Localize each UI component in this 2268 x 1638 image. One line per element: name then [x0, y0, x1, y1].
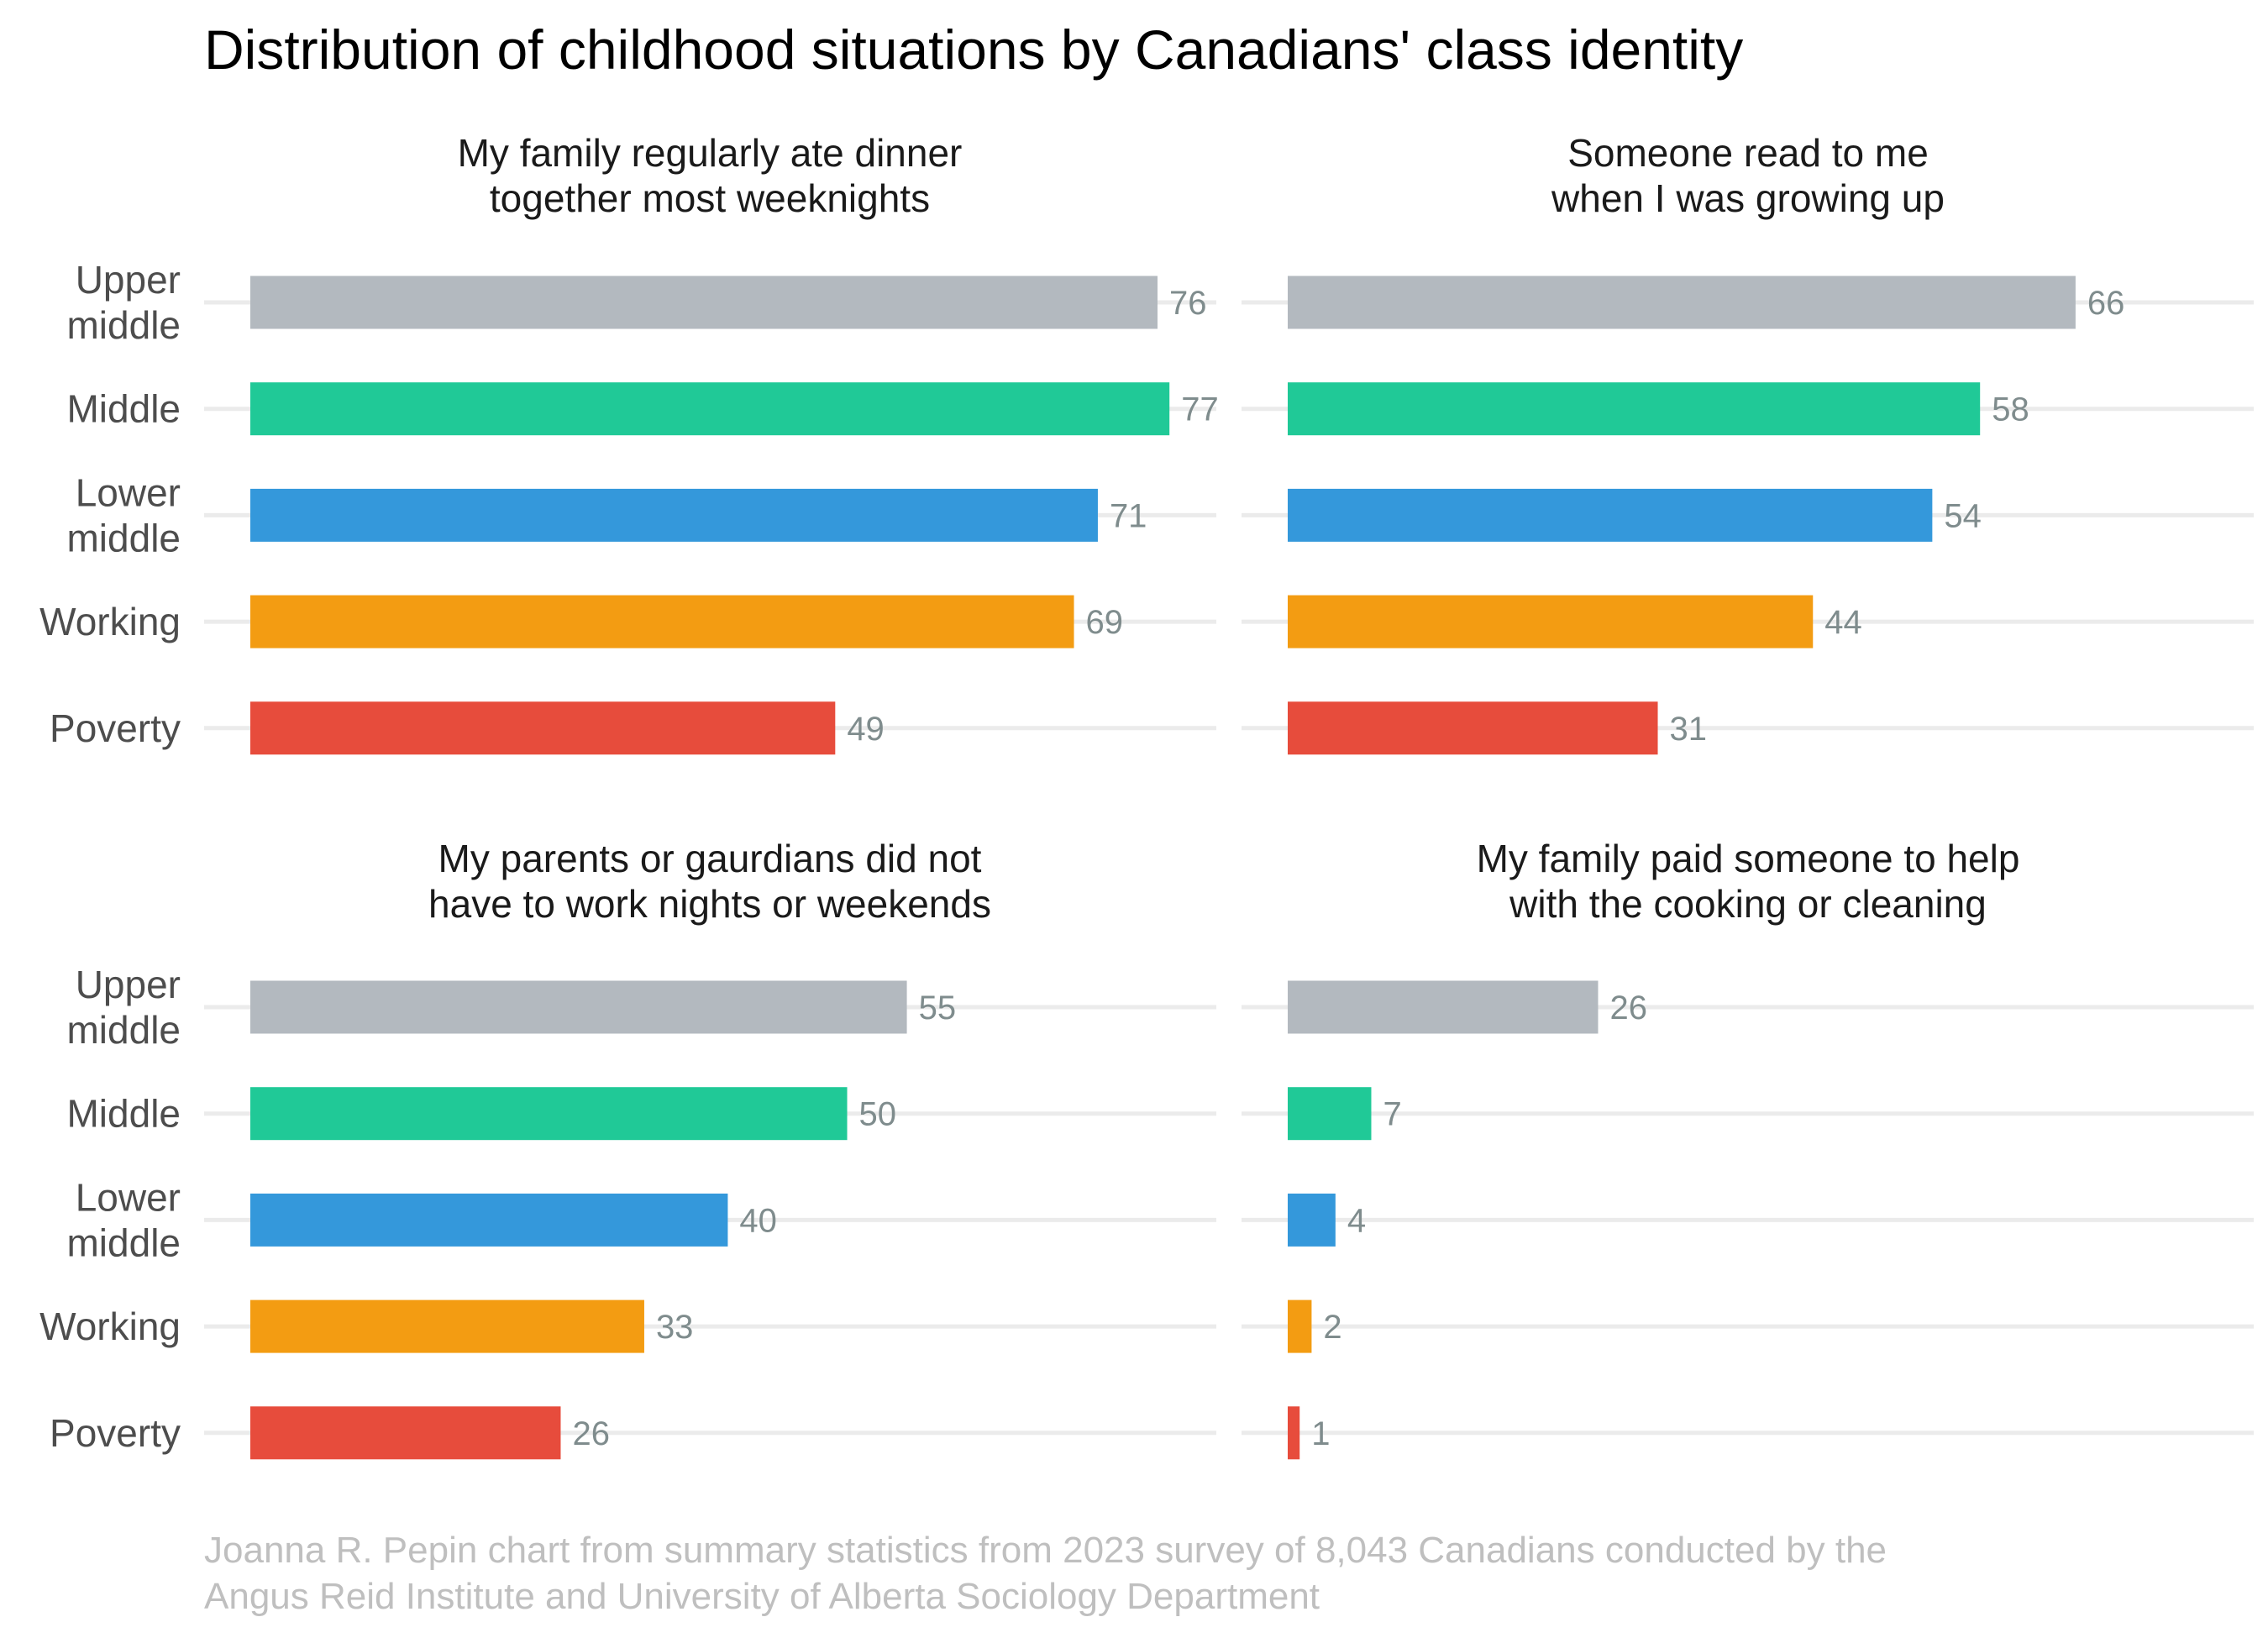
data-label: 58 — [1992, 391, 2029, 428]
bar — [1288, 276, 2076, 329]
category-tick-label: Poverty — [50, 1411, 181, 1455]
bar — [1288, 595, 1814, 648]
facet-title-line: with the cooking or cleaning — [1509, 882, 1987, 926]
caption-line-2: Angus Reid Institute and University of A… — [204, 1576, 1320, 1617]
data-label: 71 — [1110, 497, 1147, 534]
data-label: 26 — [1609, 990, 1647, 1026]
category-tick-label: Upper — [76, 258, 181, 302]
bar — [1288, 1193, 1336, 1247]
facet-title-line: have to work nights or weekends — [428, 882, 991, 926]
bar — [1288, 488, 1933, 542]
bar — [1288, 1087, 1372, 1141]
bar — [250, 1406, 561, 1460]
category-tick-label: Working — [39, 600, 181, 643]
data-label: 66 — [2087, 285, 2125, 322]
bar — [250, 595, 1074, 648]
data-label: 4 — [1347, 1202, 1366, 1239]
bar — [250, 1087, 848, 1141]
bar — [1288, 980, 1599, 1034]
category-tick-label: Working — [39, 1305, 181, 1348]
data-label: 44 — [1824, 604, 1862, 641]
bar — [250, 276, 1158, 329]
category-tick-label: Upper — [76, 963, 181, 1006]
bar — [1288, 1299, 1312, 1353]
caption-line-1: Joanna R. Pepin chart from summary stati… — [204, 1530, 1887, 1571]
data-label: 69 — [1086, 604, 1124, 641]
category-tick-label: Poverty — [50, 706, 181, 750]
category-tick-label: middle — [66, 516, 181, 559]
category-tick-label: middle — [66, 1008, 181, 1052]
bar — [250, 701, 836, 755]
data-label: 40 — [739, 1202, 777, 1239]
data-label: 50 — [859, 1096, 897, 1133]
data-label: 2 — [1323, 1309, 1341, 1346]
data-label: 1 — [1311, 1415, 1330, 1452]
data-label: 26 — [572, 1415, 610, 1452]
facet-title-line: together most weeknights — [490, 176, 930, 220]
data-label: 31 — [1670, 711, 1708, 748]
bar — [250, 1193, 728, 1247]
facet-title-line: My family paid someone to help — [1477, 837, 2020, 880]
category-tick-label: Lower — [76, 470, 181, 514]
bar — [250, 382, 1170, 436]
bar — [1288, 701, 1658, 755]
category-tick-label: middle — [66, 1221, 181, 1264]
category-tick-label: Middle — [66, 387, 181, 431]
bar — [250, 1299, 644, 1353]
chart-title: Distribution of childhood situations by … — [204, 18, 1743, 81]
data-label: 7 — [1383, 1096, 1401, 1133]
bar — [1288, 1406, 1300, 1460]
facet-title-line: My family regularly ate dinner — [458, 131, 963, 175]
bar — [1288, 382, 1981, 436]
facet-title-line: My parents or gaurdians did not — [438, 837, 982, 880]
data-label: 77 — [1181, 391, 1219, 428]
data-label: 33 — [656, 1309, 694, 1346]
bar — [250, 488, 1098, 542]
data-label: 49 — [847, 711, 885, 748]
category-tick-label: Middle — [66, 1092, 181, 1136]
data-label: 54 — [1944, 497, 1982, 534]
data-label: 76 — [1169, 285, 1207, 322]
category-tick-label: middle — [66, 303, 181, 347]
data-label: 55 — [919, 990, 957, 1026]
facet-title-line: when I was growing up — [1551, 176, 1945, 220]
category-tick-label: Lower — [76, 1175, 181, 1219]
facet-title-line: Someone read to me — [1567, 131, 1929, 175]
bar — [250, 980, 907, 1034]
